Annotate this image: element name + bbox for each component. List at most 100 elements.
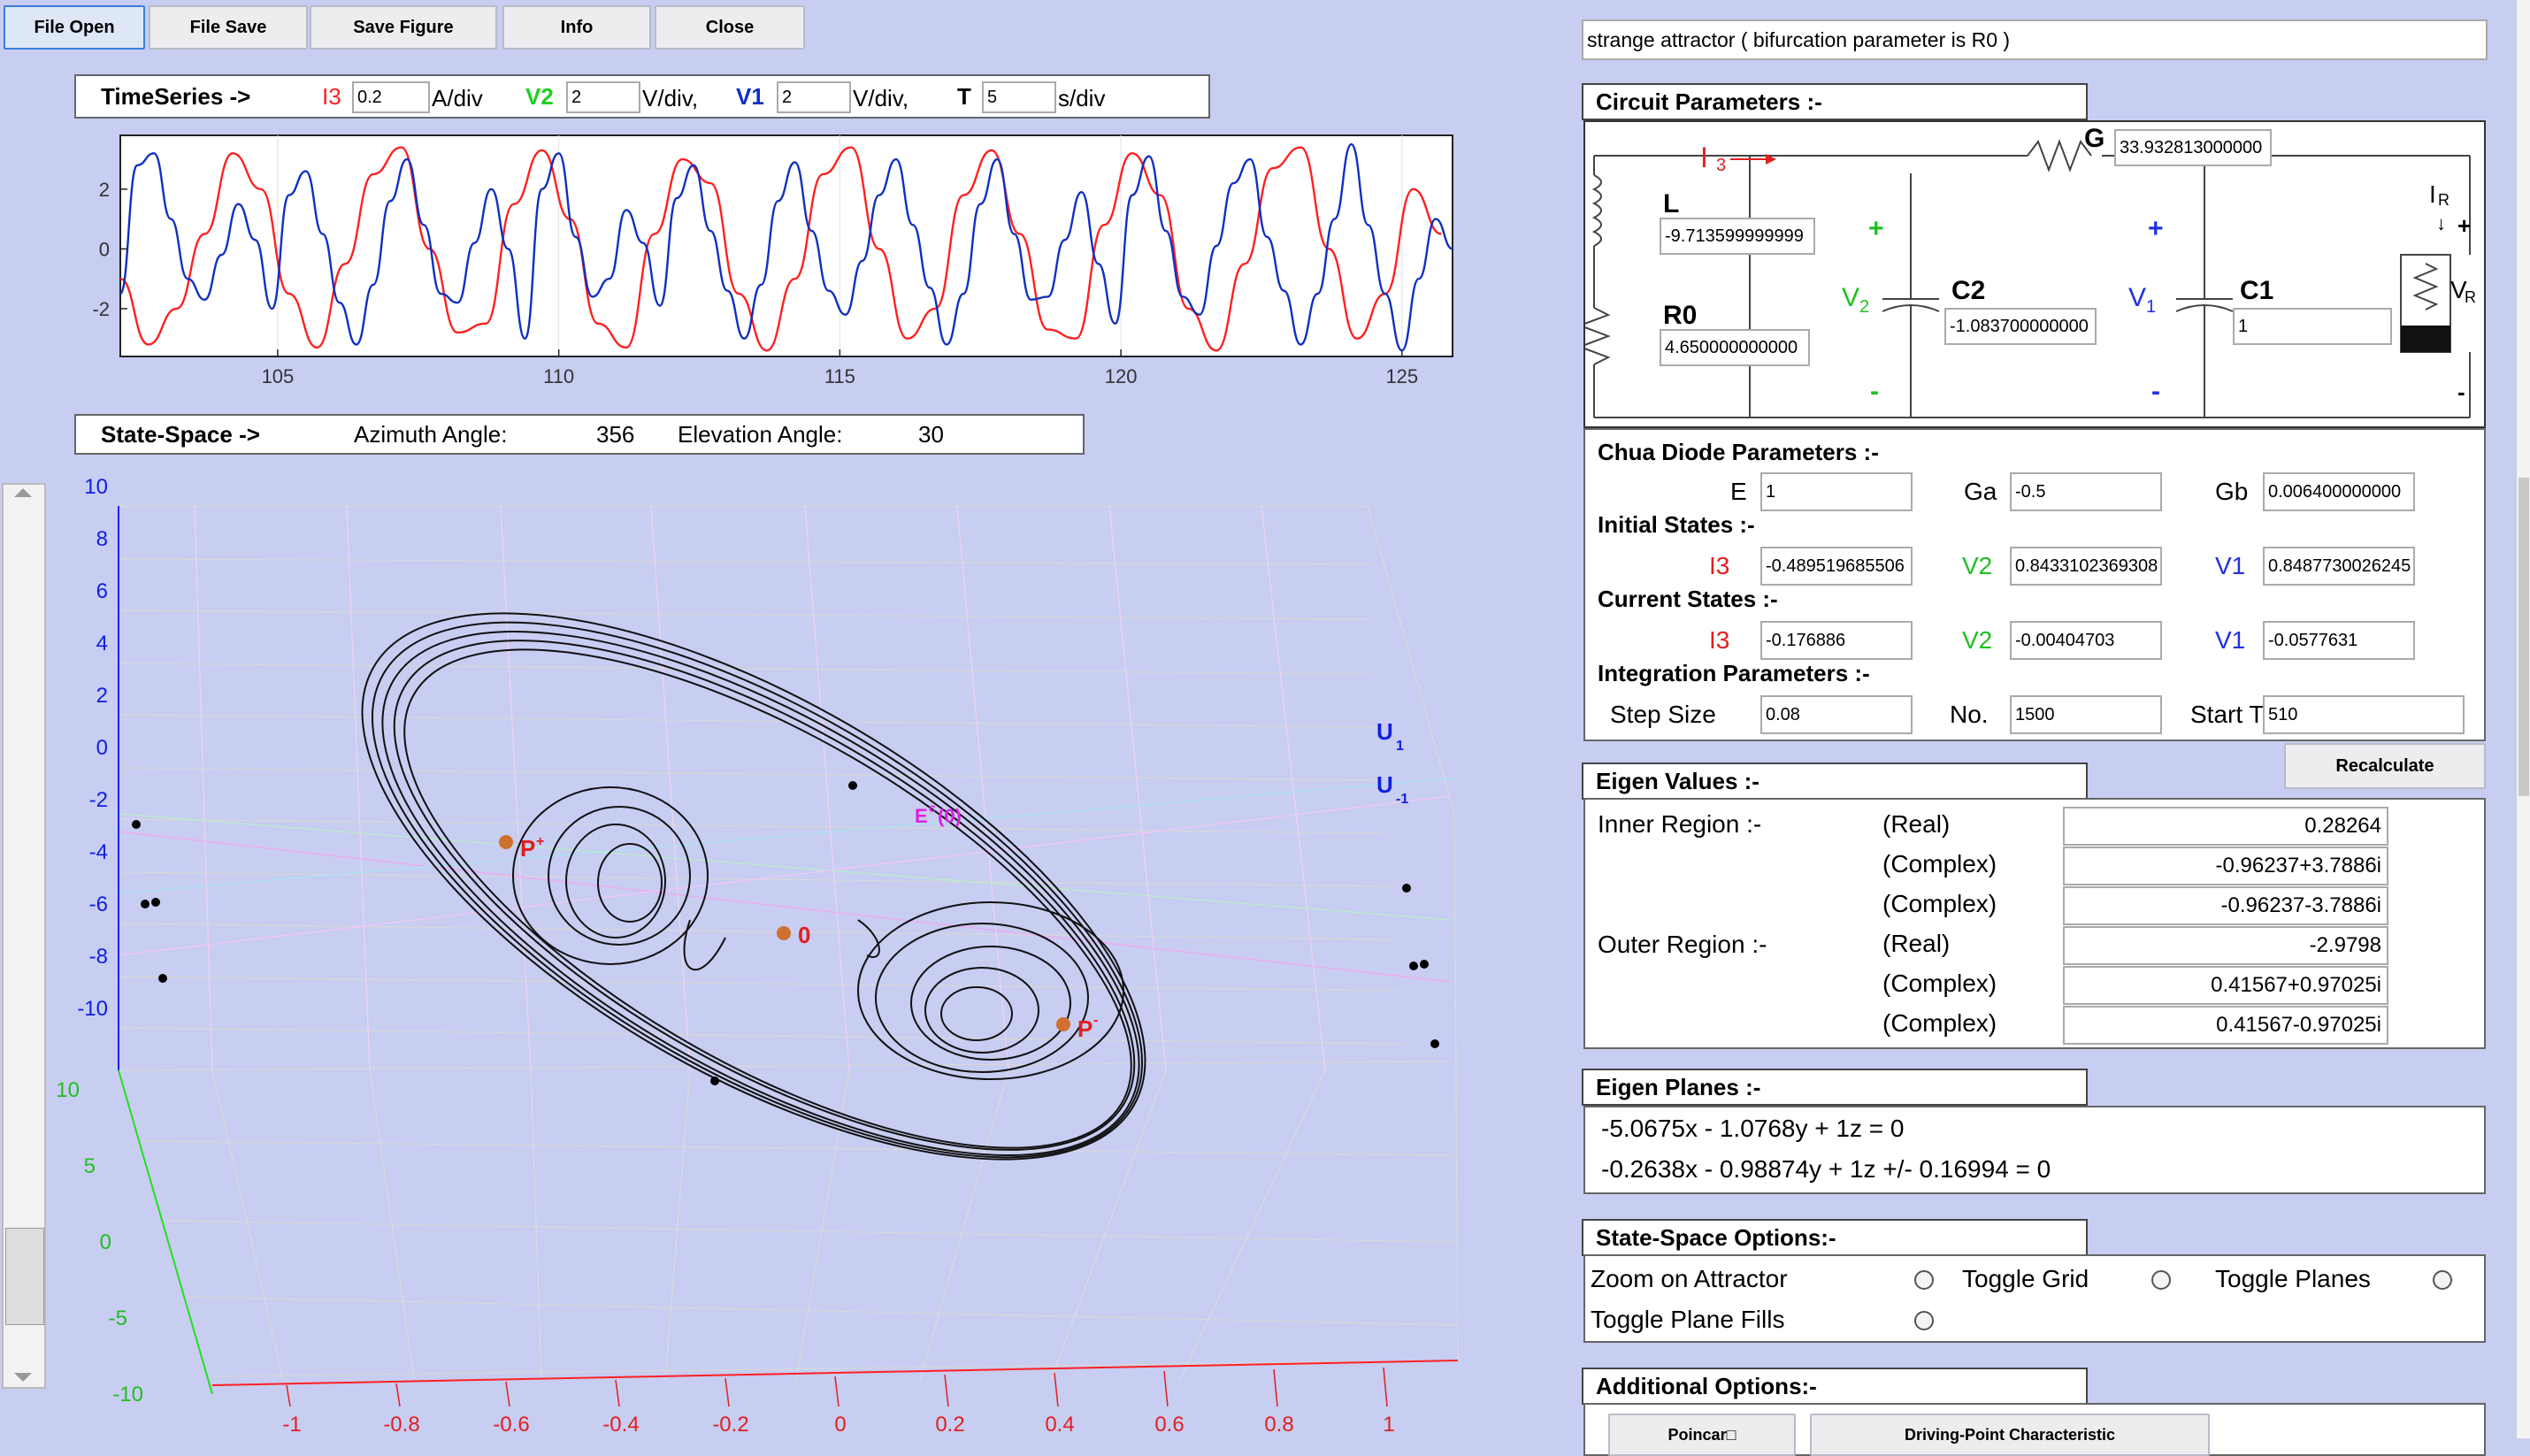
x-tick-label: -0.8 (383, 1413, 419, 1437)
scroll-up-icon[interactable] (14, 488, 32, 497)
z-tick-label: 0 (96, 736, 108, 760)
ss-options-header: State-Space Options:- (1582, 1219, 2088, 1256)
cur-v2-input[interactable]: -0.00404703 (2010, 621, 2162, 660)
x-tick-label: -0.2 (712, 1413, 748, 1437)
circuit-vr-label: V (2450, 276, 2467, 303)
x-tick-mark (944, 1374, 949, 1407)
file-save-button[interactable]: File Save (149, 5, 308, 50)
y-axis-line (118, 1069, 213, 1395)
step-size-input[interactable]: 0.08 (1760, 695, 1913, 734)
close-button[interactable]: Close (655, 5, 805, 50)
init-i3-label: I3 (1709, 552, 1730, 579)
ts-ytick-label: 0 (99, 238, 110, 260)
z-tick-label: -10 (77, 997, 108, 1021)
ts-xtick-label: 115 (824, 365, 855, 387)
back-wall-grid-vertical (194, 505, 1326, 1071)
x-tick-mark (395, 1383, 401, 1407)
ts-xtick-label: 110 (543, 365, 574, 387)
um1-label: U (1376, 771, 1393, 798)
z-tick-label: -2 (89, 788, 108, 812)
e-param-input[interactable]: 1 (1760, 472, 1913, 511)
v2-scale-input[interactable]: 2 (566, 81, 640, 113)
timeseries-chart: 105 110 115 120 125 2 0 -2 (92, 134, 1453, 387)
e-paren: (0) (938, 805, 962, 827)
current-states-title: Current States :- (1598, 586, 1778, 612)
zoom-radio[interactable] (1914, 1270, 1934, 1290)
driving-point-button[interactable]: Driving-Point Characteristic (1810, 1414, 2210, 1456)
parameters-panel: Chua Diode Parameters :- E 1 Ga -0.5 Gb … (1583, 428, 2486, 741)
down-arrow-icon: ↓ (2436, 212, 2446, 234)
x-tick-mark (1054, 1372, 1059, 1407)
i3-scale-label: I3 (322, 83, 341, 110)
gb-label: Gb (2215, 478, 2249, 505)
x-tick-label: 0.6 (1154, 1413, 1184, 1437)
i3-series-line (119, 146, 1442, 352)
cur-v2-label: V2 (1962, 626, 1993, 654)
azimuth-value: 356 (596, 421, 635, 448)
g-input[interactable]: 33.932813000000 (2114, 129, 2272, 166)
grid-option-label: Toggle Grid (1962, 1265, 2089, 1292)
poincare-button[interactable]: Poincar□ (1608, 1414, 1796, 1456)
v1-scale-input[interactable]: 2 (777, 81, 851, 113)
planes-radio[interactable] (2433, 1270, 2452, 1290)
cur-v1-label: V1 (2215, 626, 2246, 654)
steps-no-input[interactable]: 1500 (2010, 695, 2162, 734)
cur-i3-input[interactable]: -0.176886 (1760, 621, 1913, 660)
eigen-values-header: Eigen Values :- (1582, 762, 2088, 800)
x-tick-label: -0.6 (493, 1413, 529, 1437)
eigen-value-field: -2.9798 (2063, 926, 2388, 965)
ga-input[interactable]: -0.5 (2010, 472, 2162, 511)
azimuth-label: Azimuth Angle: (354, 421, 508, 448)
init-v1-input[interactable]: 0.8487730026245 (2263, 547, 2415, 586)
z-tick-label: 4 (96, 632, 108, 655)
equilibrium-p-minus (1056, 1017, 1070, 1031)
r0-input[interactable]: 4.650000000000 (1660, 329, 1810, 366)
page-scrollbar-thumb[interactable] (2518, 478, 2529, 796)
gb-input[interactable]: 0.006400000000 (2263, 472, 2415, 511)
vertical-scrollbar[interactable] (2, 483, 46, 1389)
e-param-label: E (1730, 478, 1747, 505)
start-t-input[interactable]: 510 (2263, 695, 2465, 734)
save-figure-button[interactable]: Save Figure (310, 5, 497, 50)
page-scrollbar[interactable] (2516, 0, 2530, 1438)
u1-sub: 1 (1396, 739, 1404, 754)
eigen-kind-label: (Complex) (1882, 890, 1997, 917)
y-tick-label: -5 (109, 1307, 127, 1330)
circuit-ir-plus: + (2457, 212, 2472, 239)
outer-region-label: Outer Region :- (1598, 931, 1767, 958)
cur-v1-input[interactable]: -0.0577631 (2263, 621, 2415, 660)
v1-scale-label: V1 (736, 83, 764, 110)
recalculate-button[interactable]: Recalculate (2284, 743, 2486, 789)
fills-radio[interactable] (1914, 1311, 1934, 1330)
additional-options-header: Additional Options:- (1582, 1368, 2088, 1405)
t-scale-input[interactable]: 5 (982, 81, 1056, 113)
init-v2-input[interactable]: 0.8433102369308 (2010, 547, 2162, 586)
info-button[interactable]: Info (502, 5, 651, 50)
black-points (132, 781, 1439, 1085)
x-tick-mark (834, 1376, 840, 1407)
scrollbar-thumb[interactable] (5, 1228, 44, 1325)
l-input[interactable]: -9.713599999999 (1660, 218, 1815, 255)
i3-scale-input[interactable]: 0.2 (352, 81, 430, 113)
circuit-g-label: G (2084, 124, 2105, 153)
x-axis-line (211, 1360, 1459, 1386)
c1-input[interactable]: 1 (2233, 308, 2392, 345)
back-wall-grid (118, 505, 1459, 1377)
circuit-v1-minus: - (2151, 377, 2160, 406)
z-tick-label: -4 (89, 840, 108, 864)
file-open-button[interactable]: File Open (4, 5, 145, 50)
y-tick-label: 5 (84, 1154, 96, 1178)
eigen-planes (118, 778, 1452, 983)
planes-option-label: Toggle Planes (2215, 1265, 2371, 1292)
scroll-down-icon[interactable] (14, 1373, 32, 1382)
ss-options-panel: Zoom on Attractor Toggle Grid Toggle Pla… (1583, 1254, 2486, 1343)
eigen-kind-label: (Complex) (1882, 1009, 1997, 1037)
init-i3-input[interactable]: -0.489519685506 (1760, 547, 1913, 586)
x-tick-mark (505, 1381, 510, 1407)
init-v2-label: V2 (1962, 552, 1993, 579)
x-tick-label: 0 (834, 1413, 846, 1437)
steps-no-label: No. (1950, 701, 1989, 728)
grid-radio[interactable] (2151, 1270, 2171, 1290)
c2-input[interactable]: -1.083700000000 (1944, 308, 2097, 345)
